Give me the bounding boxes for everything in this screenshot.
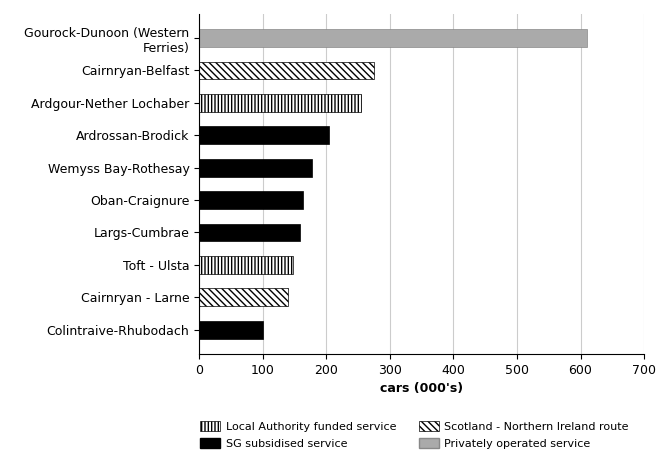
Bar	[199, 288, 288, 306]
Bar	[199, 159, 312, 177]
Bar	[199, 223, 299, 242]
Bar	[199, 94, 361, 112]
X-axis label: cars (000's): cars (000's)	[380, 382, 463, 395]
Bar	[199, 256, 293, 274]
Bar	[199, 191, 303, 209]
Bar	[199, 61, 374, 79]
Bar	[199, 321, 263, 339]
Bar	[199, 29, 587, 47]
Bar	[199, 126, 329, 144]
Legend: Local Authority funded service, SG subsidised service, Scotland - Northern Irela: Local Authority funded service, SG subsi…	[201, 421, 629, 449]
